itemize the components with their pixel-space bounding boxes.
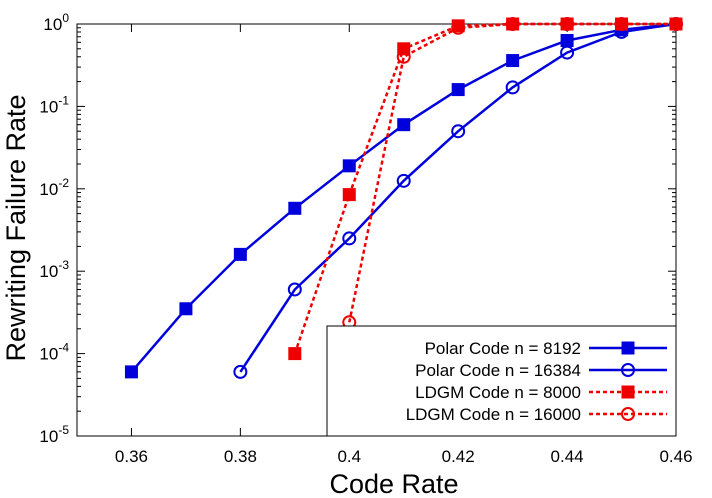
series-2	[233, 17, 683, 379]
legend-item: Polar Code n = 16384	[415, 361, 667, 380]
data-point	[179, 302, 193, 316]
data-point	[506, 54, 520, 68]
legend-item: LDGM Code n = 16000	[406, 405, 667, 424]
legend-marker	[621, 363, 635, 377]
y-axis-title: Rewriting Failure Rate	[1, 94, 31, 361]
y-tick-label: 10-3	[39, 258, 69, 281]
data-point	[560, 17, 575, 31]
data-point	[397, 118, 411, 132]
data-point	[560, 45, 575, 60]
y-tick-label: 10-4	[39, 341, 69, 364]
y-tick-label: 10-5	[39, 423, 69, 446]
legend-item: LDGM Code n = 8000	[415, 383, 667, 402]
data-point	[505, 80, 520, 95]
data-point	[342, 231, 357, 246]
data-point	[288, 201, 302, 215]
data-point	[287, 282, 302, 297]
series-line	[348, 22, 676, 323]
data-point	[505, 17, 520, 31]
x-axis-title: Code Rate	[329, 469, 458, 498]
legend-label: LDGM Code n = 8000	[415, 383, 581, 402]
data-point	[614, 17, 629, 31]
legend-label: LDGM Code n = 16000	[406, 405, 581, 424]
x-tick-label: 0.44	[551, 447, 584, 466]
data-point	[233, 247, 247, 261]
legend	[326, 325, 677, 437]
series-line	[239, 22, 677, 373]
data-point	[233, 364, 248, 379]
legend-label: Polar Code n = 8192	[425, 339, 581, 358]
data-point	[669, 17, 683, 31]
series-1	[124, 17, 683, 379]
data-point	[124, 365, 138, 379]
data-point	[342, 159, 356, 173]
data-point	[396, 173, 411, 188]
x-tick-label: 0.46	[659, 447, 692, 466]
x-tick-label: 0.4	[337, 447, 361, 466]
data-point	[451, 83, 465, 97]
y-tick-label: 100	[43, 11, 69, 34]
x-tick-label: 0.36	[115, 447, 148, 466]
data-point	[342, 188, 356, 202]
series-3	[288, 17, 683, 361]
legend-marker	[621, 385, 635, 399]
y-tick-label: 10-2	[39, 176, 69, 199]
series-line	[130, 22, 677, 373]
y-tick-label: 10-1	[39, 93, 69, 116]
legend-marker	[621, 341, 635, 355]
x-tick-label: 0.38	[224, 447, 257, 466]
data-point	[288, 347, 302, 361]
data-point	[396, 49, 411, 64]
data-point	[451, 124, 466, 139]
data-point	[451, 20, 466, 35]
x-tick-label: 0.42	[442, 447, 475, 466]
legend-item: Polar Code n = 8192	[425, 339, 667, 358]
data-point	[560, 34, 574, 48]
legend-marker	[621, 407, 635, 421]
legend-label: Polar Code n = 16384	[415, 361, 581, 380]
